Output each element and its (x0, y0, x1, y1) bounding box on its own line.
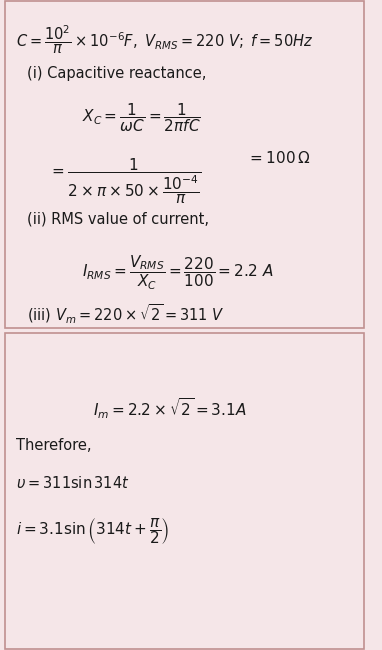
Text: $C = \dfrac{10^{2}}{\pi} \times 10^{-6}F,\ V_{RMS} = 220\ V;\ f = 50Hz$: $C = \dfrac{10^{2}}{\pi} \times 10^{-6}F… (16, 24, 313, 57)
Text: $\upsilon = 311\sin 314t$: $\upsilon = 311\sin 314t$ (16, 475, 130, 491)
Text: $= \dfrac{1}{2 \times \pi \times 50 \times \dfrac{10^{-4}}{\pi}}$: $= \dfrac{1}{2 \times \pi \times 50 \tim… (49, 157, 202, 206)
Text: (iii) $V_m = 220 \times \sqrt{2} = 311\ V$: (iii) $V_m = 220 \times \sqrt{2} = 311\ … (27, 302, 225, 326)
Text: (ii) RMS value of current,: (ii) RMS value of current, (27, 212, 209, 227)
Text: $= 100\,\Omega$: $= 100\,\Omega$ (247, 150, 310, 166)
FancyBboxPatch shape (5, 333, 364, 649)
Text: $X_C = \dfrac{1}{\omega C} = \dfrac{1}{2\pi f C}$: $X_C = \dfrac{1}{\omega C} = \dfrac{1}{2… (82, 101, 201, 135)
Text: (i) Capacitive reactance,: (i) Capacitive reactance, (27, 66, 206, 81)
Text: $i = 3.1\sin\left(314t + \dfrac{\pi}{2}\right)$: $i = 3.1\sin\left(314t + \dfrac{\pi}{2}\… (16, 516, 170, 546)
Text: $I_m = 2.2 \times \sqrt{2} = 3.1A$: $I_m = 2.2 \times \sqrt{2} = 3.1A$ (93, 396, 246, 421)
FancyBboxPatch shape (5, 1, 364, 328)
Text: Therefore,: Therefore, (16, 438, 92, 453)
Text: $I_{RMS} = \dfrac{V_{RMS}}{X_C} = \dfrac{220}{100} = 2.2\ A$: $I_{RMS} = \dfrac{V_{RMS}}{X_C} = \dfrac… (82, 254, 274, 292)
